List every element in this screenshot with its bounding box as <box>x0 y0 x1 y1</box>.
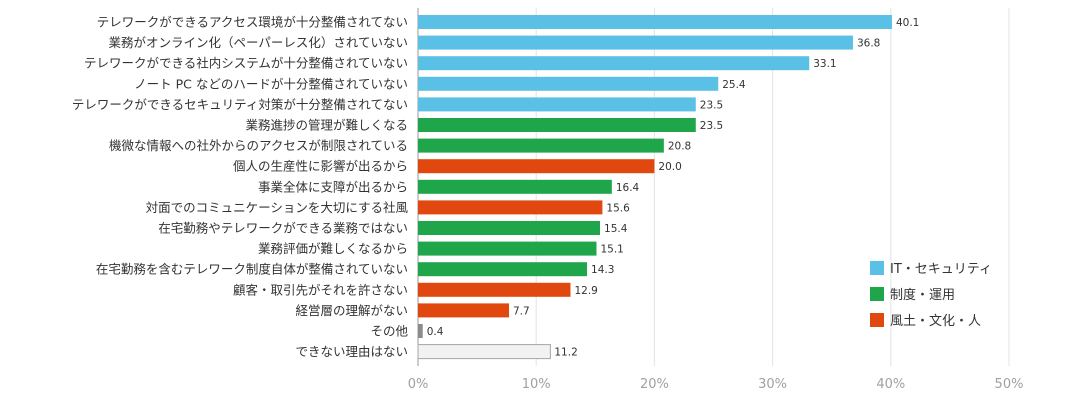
bar <box>418 179 612 194</box>
data-label: 23.5 <box>700 99 723 111</box>
category-label: テレワークができるセキュリティ対策が十分整備されてない <box>72 97 408 112</box>
category-label: テレワークができるアクセス環境が十分整備されてない <box>97 15 408 30</box>
x-tick-label: 40% <box>876 377 905 392</box>
data-label: 16.4 <box>616 182 640 194</box>
category-label: 業務進捗の管理が難しくなる <box>245 118 408 133</box>
data-label: 20.8 <box>668 141 691 153</box>
data-label: 33.1 <box>813 58 836 70</box>
category-label: 在宅勤務やテレワークができる業務ではない <box>158 221 408 236</box>
bar <box>418 324 423 338</box>
bar <box>418 35 853 50</box>
legend-swatch <box>870 287 884 301</box>
data-label: 15.4 <box>604 223 628 235</box>
bar <box>418 15 892 29</box>
bar <box>418 262 588 277</box>
data-label: 7.7 <box>513 305 530 317</box>
bar <box>418 303 510 318</box>
category-label: 在宅勤務を含むテレワーク制度自体が整備されていない <box>96 262 408 277</box>
bar <box>418 56 810 71</box>
category-label: 事業全体に支障が出るから <box>258 179 408 194</box>
bar <box>418 282 571 297</box>
category-label: テレワークができる社内システムが十分整備されていない <box>84 56 408 71</box>
category-label: ノート PC などのハードが十分整備されていない <box>134 76 408 91</box>
x-tick-label: 20% <box>640 377 669 392</box>
x-tick-label: 0% <box>408 377 429 392</box>
bars <box>417 15 892 360</box>
data-label: 11.2 <box>554 347 577 359</box>
category-labels: テレワークができるアクセス環境が十分整備されてない業務がオンライン化（ペーパーレ… <box>72 15 409 360</box>
category-label: 経営層の理解がない <box>295 303 408 318</box>
category-label: 個人の生産性に影響が出るから <box>233 159 408 174</box>
category-label: できない理由はない <box>295 344 408 359</box>
legend-swatch <box>870 261 884 275</box>
bar <box>418 241 597 256</box>
data-label: 0.4 <box>427 326 444 338</box>
bar <box>418 76 719 91</box>
category-label: 業務評価が難しくなるから <box>258 241 408 256</box>
bar <box>417 344 551 360</box>
bar <box>418 200 603 215</box>
x-axis-ticks: 0% 10% 20% 30% 40% 50% <box>408 377 1024 392</box>
legend-swatch <box>870 313 884 327</box>
bar <box>418 221 601 235</box>
data-label: 40.1 <box>896 17 919 29</box>
data-label: 12.9 <box>574 285 597 297</box>
x-tick-label: 10% <box>522 377 551 392</box>
bar <box>418 138 664 153</box>
legend-label: 風土・文化・人 <box>890 314 981 329</box>
bar <box>418 159 655 174</box>
x-tick-label: 30% <box>758 377 787 392</box>
data-label: 25.4 <box>722 79 746 91</box>
data-label: 36.8 <box>857 38 880 50</box>
x-tick-label: 50% <box>995 377 1024 392</box>
category-label: 機微な情報への社外からのアクセスが制限されている <box>109 138 408 153</box>
data-label: 15.1 <box>600 244 623 256</box>
legend-label: IT・セキュリティ <box>890 262 992 277</box>
category-label: 対面でのコミュニケーションを大切にする社風 <box>146 200 409 215</box>
data-label: 20.0 <box>658 161 681 173</box>
legend-label: 制度・運用 <box>890 287 955 303</box>
bar <box>418 118 696 132</box>
category-label: その他 <box>370 324 408 339</box>
category-label: 顧客・取引先がそれを許さない <box>233 282 408 297</box>
bar <box>418 97 696 112</box>
data-label: 15.6 <box>606 202 630 214</box>
category-label: 業務がオンライン化（ペーパーレス化）されていない <box>108 35 408 50</box>
data-label: 14.3 <box>591 264 614 276</box>
data-label: 23.5 <box>700 120 723 132</box>
value-labels: 40.1 36.8 33.1 25.4 23.5 23.5 20.8 20.0 16.4 15.6… <box>427 17 920 359</box>
